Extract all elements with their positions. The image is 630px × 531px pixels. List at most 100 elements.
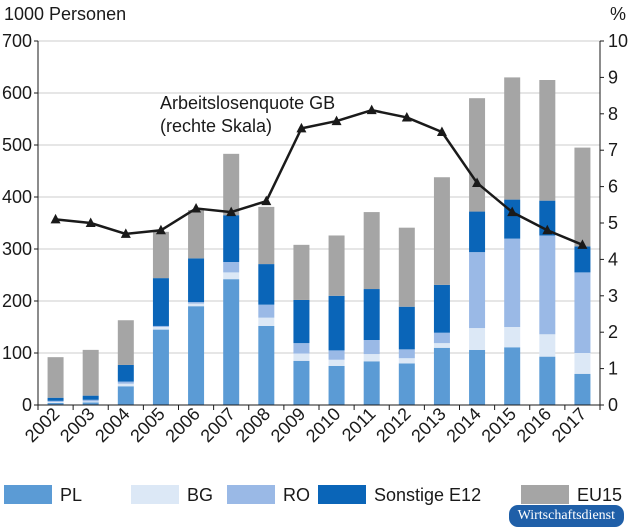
bar-segment (504, 347, 521, 405)
bar-segment (539, 80, 556, 201)
right-axis-ticks: 0 1 2 3 4 5 6 7 8 9 10 (600, 31, 628, 415)
x-axis-ticks: 2002200320042005200620072008200920102011… (21, 404, 601, 446)
bar-segment (258, 325, 275, 405)
bar-segment (152, 278, 169, 326)
bar-segment (433, 284, 450, 333)
left-tick-label: 700 (2, 31, 32, 51)
bar-segment (469, 252, 486, 329)
bar-segment (293, 343, 310, 354)
legend-swatch (227, 485, 275, 504)
legend-label: RO (283, 485, 310, 505)
bar-segment (258, 206, 275, 265)
x-tick-label: 2003 (56, 404, 98, 446)
bar-segment (363, 354, 380, 362)
bar-segment (223, 279, 240, 405)
annotation-line: (rechte Skala) (160, 116, 272, 136)
bar-segment (469, 328, 486, 350)
line-marker (155, 224, 166, 235)
bar-segment (188, 306, 205, 405)
left-tick-label: 300 (2, 239, 32, 259)
bar-segment (82, 395, 99, 400)
gridlines (38, 40, 600, 354)
line-marker (401, 111, 412, 122)
bar-segment (574, 353, 591, 374)
legend-swatch (131, 485, 179, 504)
x-tick-label: 2013 (407, 404, 449, 446)
left-tick-label: 600 (2, 83, 32, 103)
bar-segment (258, 317, 275, 326)
bar-segment (47, 400, 64, 402)
bar-segment (188, 258, 205, 303)
bar-segment (433, 177, 450, 285)
bar-segment (188, 210, 205, 259)
line-path (55, 108, 583, 246)
legend-swatch (318, 485, 366, 504)
bar-segment (398, 363, 415, 405)
legend: PL BG RO Sonstige E12 EU15 (4, 485, 622, 505)
bar-segment (223, 262, 240, 273)
line-annotation: Arbeitslosenquote GB (rechte Skala) (160, 93, 335, 136)
bar-segment (82, 401, 99, 403)
bar-segment (363, 361, 380, 405)
bar-segment (574, 246, 591, 273)
line-marker (226, 206, 237, 217)
left-tick-label: 400 (2, 187, 32, 207)
bar-segment (152, 327, 169, 330)
legend-label: BG (187, 485, 213, 505)
line-marker (120, 228, 131, 238)
bar-segment (398, 349, 415, 359)
bar-segment (469, 211, 486, 253)
bar-segment (574, 272, 591, 353)
bar-segment (152, 329, 169, 405)
bar-segment (82, 349, 99, 396)
publisher-badge: Wirtschaftsdienst (508, 505, 624, 527)
annotation-line: Arbeitslosenquote GB (160, 93, 335, 113)
bar-segment (328, 235, 345, 296)
left-tick-label: 100 (2, 343, 32, 363)
line-marker (191, 202, 202, 213)
line-marker (472, 177, 483, 187)
bar-segment (328, 366, 345, 405)
x-tick-label: 2009 (267, 404, 309, 446)
bar-segment (117, 364, 134, 382)
left-tick-label: 200 (2, 291, 32, 311)
bar-segment (328, 359, 345, 366)
bar-segment (504, 199, 521, 239)
legend-label: Sonstige E12 (374, 485, 481, 505)
bar-segment (47, 401, 64, 403)
bar-segment (469, 98, 486, 212)
bar-segment (504, 238, 521, 327)
x-tick-label: 2016 (513, 404, 555, 446)
bar-segment (293, 299, 310, 344)
right-tick-label: 7 (608, 140, 618, 160)
x-tick-label: 2012 (372, 404, 414, 446)
line-marker (507, 206, 518, 217)
right-tick-label: 6 (608, 177, 618, 197)
unemployment-line (50, 104, 588, 249)
bar-segment (398, 358, 415, 364)
bar-segment (539, 235, 556, 335)
right-tick-label: 2 (608, 322, 618, 342)
bar-segment (223, 272, 240, 280)
x-tick-label: 2010 (302, 404, 344, 446)
bar-segment (223, 215, 240, 262)
bar-segment (363, 289, 380, 340)
right-tick-label: 0 (608, 395, 618, 415)
bar-segment (433, 343, 450, 348)
right-tick-label: 1 (608, 359, 618, 379)
bar-segment (398, 227, 415, 307)
bar-segment (293, 353, 310, 361)
bar-segment (258, 264, 275, 305)
legend-swatch (521, 485, 569, 504)
line-marker (50, 213, 61, 224)
bar-segment (47, 402, 64, 405)
right-tick-label: 8 (608, 104, 618, 124)
bar-segment (82, 399, 99, 402)
left-axis-ticks: 0 100 200 300 400 500 600 700 (2, 31, 38, 415)
x-tick-label: 2006 (161, 404, 203, 446)
bar-segment (117, 383, 134, 387)
bar-segment (117, 386, 134, 405)
bar-segment (82, 402, 99, 405)
bar-segment (539, 200, 556, 236)
